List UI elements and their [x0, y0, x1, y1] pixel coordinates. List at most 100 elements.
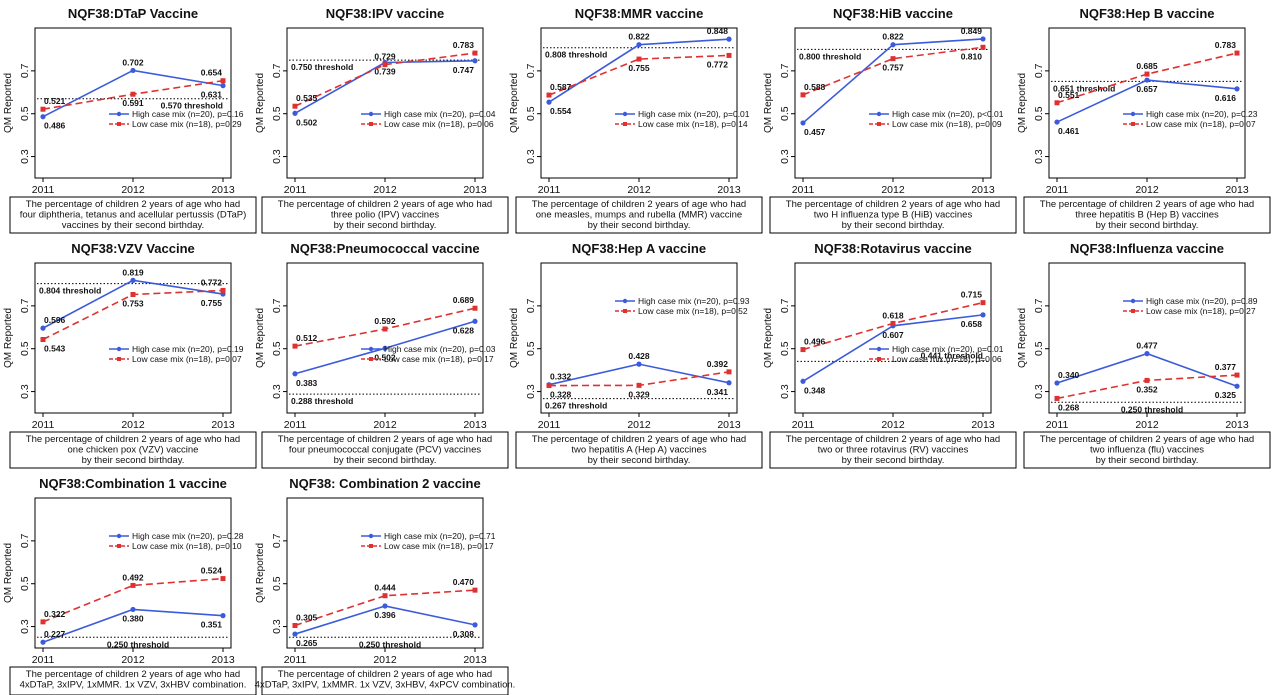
y-tick-label: 0.3: [271, 149, 283, 164]
legend-marker-high: [1130, 298, 1136, 304]
data-label-low: 0.512: [296, 333, 318, 343]
data-label-high: 0.658: [961, 319, 983, 329]
data-point-high: [1144, 77, 1150, 83]
data-label-high: 0.747: [453, 65, 475, 75]
y-tick-label: 0.7: [1033, 298, 1045, 313]
legend-entry-high: High case mix (n=20), p=0.01: [892, 344, 1004, 354]
threshold-label: 0.570 threshold: [161, 101, 223, 111]
threshold-label: 0.800 threshold: [799, 51, 861, 61]
legend-entry-high: High case mix (n=20), p=0.04: [384, 109, 496, 119]
caption-box: [9, 431, 257, 469]
chart-panel: NQF38:MMR vaccine QM Reported 0.3 0.5 0.7 201…: [509, 6, 763, 234]
caption-line: by their second birthday.: [588, 220, 691, 231]
x-tick-label: 2011: [32, 184, 55, 196]
caption-line: The percentage of children 2 years of ag…: [26, 199, 240, 210]
y-tick-label: 0.5: [525, 341, 537, 356]
data-point-high: [980, 312, 986, 318]
data-label-high: 0.848: [707, 26, 729, 36]
x-tick-label: 2011: [284, 184, 307, 196]
chart-title: NQF38:Influenza vaccine: [1070, 241, 1224, 256]
chart-title: NQF38:IPV vaccine: [326, 6, 445, 21]
data-label-low: 0.755: [628, 63, 650, 73]
y-tick-label: 0.7: [779, 63, 791, 78]
legend-entry-high: High case mix (n=20), p=0.16: [132, 109, 244, 119]
caption-box: [261, 666, 509, 695]
y-axis-label: QM Reported: [763, 73, 774, 133]
caption-line: by their second birthday.: [842, 220, 945, 231]
x-tick-label: 2012: [627, 419, 651, 431]
data-point-low: [382, 593, 388, 599]
chart-panel: NQF38:Combination 1 vaccine QM Reported 0.…: [3, 476, 257, 695]
x-tick-label: 2013: [463, 419, 487, 431]
y-tick-label: 0.7: [271, 63, 283, 78]
data-label-high: 0.849: [961, 26, 983, 36]
legend-entry-low: Low case mix (n=18), p=0.14: [638, 119, 748, 129]
data-point-low: [220, 78, 226, 84]
legend-entry-high: High case mix (n=20), p<0.01: [892, 109, 1004, 119]
data-label-low: 0.618: [882, 310, 904, 320]
data-point-high: [726, 380, 732, 386]
legend-marker-low: [623, 122, 627, 126]
y-tick-label: 0.3: [525, 149, 537, 164]
data-point-low: [382, 62, 388, 68]
threshold-label: 0.267 threshold: [545, 401, 607, 411]
legend-marker-low: [369, 544, 373, 548]
data-point-high: [40, 639, 46, 645]
x-tick-label: 2013: [717, 419, 741, 431]
data-point-low: [800, 347, 806, 353]
x-tick-label: 2011: [792, 184, 815, 196]
series-line-high: [548, 363, 730, 386]
caption-line: two influenza (flu) vaccines: [1090, 445, 1204, 456]
chart-panel: NQF38:VZV Vaccine QM Reported 0.3 0.5 0.7 201…: [3, 241, 257, 469]
legend-marker-low: [117, 122, 121, 126]
caption-line: three polio (IPV) vaccines: [331, 210, 439, 221]
data-label-high: 0.340: [1058, 370, 1080, 380]
y-tick-label: 0.7: [271, 298, 283, 313]
x-tick-label: 2013: [211, 184, 235, 196]
data-label-high: 0.554: [550, 106, 572, 116]
data-label-high: 0.596: [44, 315, 66, 325]
data-label-high: 0.396: [374, 610, 396, 620]
y-tick-label: 0.5: [1033, 341, 1045, 356]
y-tick-label: 0.5: [525, 106, 537, 121]
data-label-low: 0.535: [296, 93, 318, 103]
x-tick-label: 2012: [881, 419, 905, 431]
y-tick-label: 0.3: [779, 384, 791, 399]
data-label-low: 0.329: [628, 389, 650, 399]
caption-line: The percentage of children 2 years of ag…: [278, 669, 492, 680]
caption-line: The percentage of children 2 years of ag…: [1040, 199, 1254, 210]
data-label-high: 0.631: [201, 90, 223, 100]
data-label-high: 0.657: [1136, 84, 1158, 94]
caption-box: [261, 196, 509, 234]
caption-line: four pneumococcal conjugate (PCV) vaccin…: [289, 445, 481, 456]
x-tick-label: 2013: [971, 184, 995, 196]
legend-entry-high: High case mix (n=20), p=0.93: [638, 296, 750, 306]
data-point-low: [220, 287, 226, 293]
data-label-low: 0.757: [882, 63, 904, 73]
data-point-low: [472, 50, 478, 56]
caption-line: two hepatitis A (Hep A) vaccines: [571, 445, 706, 456]
x-tick-label: 2012: [121, 419, 145, 431]
data-point-low: [546, 383, 552, 389]
data-point-low: [472, 305, 478, 311]
data-label-high: 0.822: [882, 32, 904, 42]
legend-entry-high: High case mix (n=20), p=0.71: [384, 531, 496, 541]
data-label-low: 0.543: [44, 344, 66, 354]
data-label-high: 0.819: [122, 267, 144, 277]
chart-title: NQF38:DTaP Vaccine: [68, 6, 198, 21]
data-point-high: [546, 99, 552, 105]
caption-line: two or three rotavirus (RV) vaccines: [818, 445, 969, 456]
data-point-high: [292, 631, 298, 637]
data-label-high: 0.383: [296, 378, 318, 388]
y-axis-label: QM Reported: [1017, 308, 1028, 368]
data-label-low: 0.654: [201, 68, 223, 78]
legend-marker-low: [117, 544, 121, 548]
caption-line: The percentage of children 2 years of ag…: [26, 669, 240, 680]
data-label-high: 0.502: [374, 352, 396, 362]
legend-marker-high: [116, 346, 122, 352]
data-point-low: [800, 92, 806, 98]
caption-line: by their second birthday.: [1096, 220, 1199, 231]
caption-line: by their second birthday.: [1096, 455, 1199, 466]
data-label-low: 0.772: [201, 277, 223, 287]
